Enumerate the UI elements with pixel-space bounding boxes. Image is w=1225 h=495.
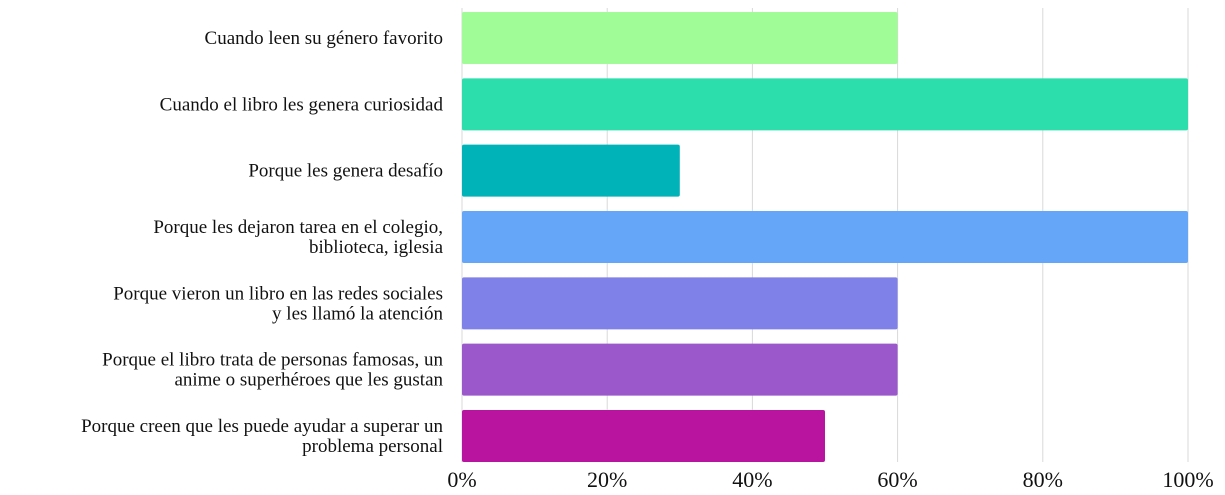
x-tick-label: 60% [877, 467, 917, 492]
category-label: Porque les genera desafío [248, 161, 443, 182]
category-label: Cuando leen su género favorito [205, 28, 443, 49]
x-tick-label: 100% [1162, 467, 1213, 492]
category-label-line: problema personal [302, 436, 443, 457]
category-label-line: Cuando leen su género favorito [205, 28, 443, 49]
x-tick-label: 80% [1023, 467, 1063, 492]
x-axis-tick-labels: 0% 20% 40% 60% 80% 100% [447, 467, 1213, 492]
x-tick-label: 0% [447, 467, 476, 492]
category-label-line: Porque el libro trata de personas famosa… [102, 350, 443, 371]
category-label-line: Porque les genera desafío [248, 161, 443, 182]
bar [462, 277, 898, 330]
bar [462, 210, 1188, 263]
category-label-line: Porque les dejaron tarea en el colegio, [153, 217, 443, 238]
bar [462, 12, 898, 64]
category-label-line: Porque creen que les puede ayudar a supe… [81, 416, 443, 437]
category-label: Porque les dejaron tarea en el colegio, b… [153, 217, 443, 258]
category-label-line: Porque vieron un libro en las redes soci… [113, 283, 443, 304]
bar [462, 343, 898, 396]
category-label-line: biblioteca, iglesia [309, 237, 444, 258]
category-label: Porque creen que les puede ayudar a supe… [81, 416, 443, 457]
category-label-line: Cuando el libro les genera curiosidad [160, 94, 444, 115]
category-label: Porque vieron un libro en las redes soci… [113, 283, 443, 324]
x-tick-label: 20% [587, 467, 627, 492]
category-labels: Cuando leen su género favorito Cuando el … [81, 28, 443, 457]
category-label: Cuando el libro les genera curiosidad [160, 94, 444, 115]
bar [462, 409, 825, 462]
bar [462, 78, 1188, 131]
category-label-line: anime o superhéroes que les gustan [174, 370, 443, 391]
x-tick-label: 40% [732, 467, 772, 492]
category-label: Porque el libro trata de personas famosa… [102, 350, 443, 391]
bar [462, 144, 680, 197]
category-label-line: y les llamó la atención [272, 303, 443, 324]
bars [462, 12, 1188, 462]
